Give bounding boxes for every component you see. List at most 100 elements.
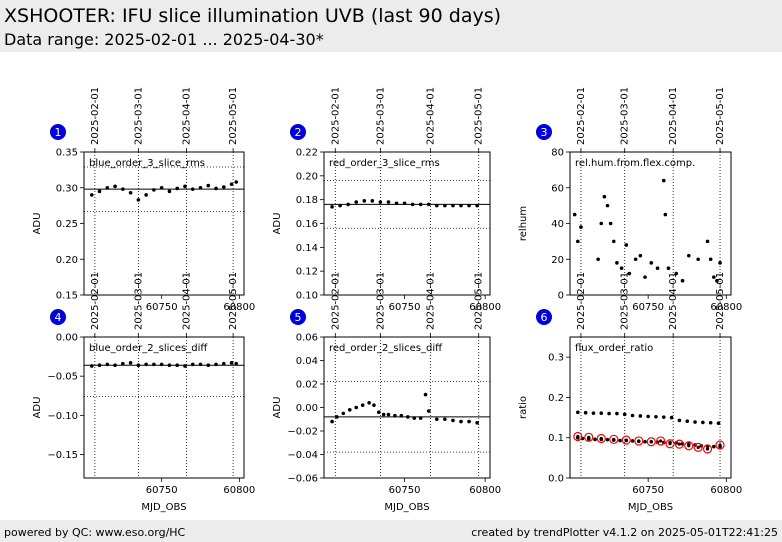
data-point bbox=[654, 414, 658, 419]
data-point bbox=[685, 419, 690, 423]
data-point bbox=[602, 194, 607, 199]
data-point bbox=[630, 413, 635, 418]
outlier-point-core bbox=[637, 439, 641, 443]
y-axis-label: ADU bbox=[272, 397, 283, 419]
date-tick-label: 2025-04-01 bbox=[182, 272, 193, 330]
x-tick-label: 60800 bbox=[469, 485, 501, 496]
data-point bbox=[338, 203, 342, 208]
page-subtitle: Data range: 2025-02-01 ... 2025-04-30* bbox=[4, 30, 324, 49]
y-tick-label: 0.22 bbox=[296, 148, 318, 159]
date-tick-label: 2025-05-01 bbox=[715, 87, 726, 145]
data-point bbox=[605, 437, 610, 442]
outlier-point bbox=[596, 433, 606, 444]
data-point bbox=[167, 189, 172, 194]
outlier-point-core bbox=[668, 442, 672, 446]
data-point bbox=[159, 185, 164, 190]
footer-bar: powered by QC: www.eso.org/HC created by… bbox=[0, 520, 782, 542]
data-point bbox=[712, 444, 716, 449]
data-point bbox=[234, 180, 239, 184]
data-point bbox=[386, 412, 391, 417]
data-point bbox=[410, 202, 415, 207]
panel-2: 2 2025-02-01 2025-03-01 2025-04-01 2025-05-0… bbox=[272, 87, 501, 313]
data-point bbox=[607, 411, 611, 416]
data-point bbox=[354, 405, 359, 410]
data-point bbox=[638, 253, 643, 258]
y-tick-label: −0.05 bbox=[47, 372, 78, 383]
data-point bbox=[214, 186, 218, 191]
data-point bbox=[190, 362, 195, 367]
outlier-point-core bbox=[624, 438, 628, 442]
data-point bbox=[234, 361, 239, 366]
x-tick-label: 60750 bbox=[389, 302, 421, 313]
y-tick-label: 0.04 bbox=[296, 356, 318, 367]
panel-5: 5 2025-02-01 2025-03-01 2025-04-01 2025-05-0… bbox=[272, 272, 501, 513]
panel-number-marker bbox=[536, 124, 552, 140]
data-point bbox=[418, 416, 423, 420]
x-axis-label: MJD_OBS bbox=[384, 502, 429, 513]
data-point bbox=[618, 438, 622, 443]
outlier-point bbox=[584, 432, 594, 442]
x-tick-label: 60800 bbox=[223, 485, 255, 496]
data-point bbox=[435, 203, 439, 208]
y-tick-label: 0.18 bbox=[296, 195, 318, 206]
outlier-point-core bbox=[587, 435, 591, 439]
panel-label: red_order_3_slice_rms bbox=[329, 158, 440, 169]
data-point bbox=[661, 178, 666, 183]
data-point bbox=[330, 419, 334, 424]
outlier-point bbox=[609, 434, 619, 444]
outlier-point-core bbox=[718, 443, 722, 447]
data-point bbox=[605, 203, 610, 208]
data-point bbox=[599, 411, 604, 415]
date-tick-label: 2025-02-01 bbox=[330, 87, 341, 145]
date-tick-label: 2025-04-01 bbox=[182, 87, 193, 145]
plot-frame bbox=[323, 336, 491, 479]
x-tick-label: 60750 bbox=[632, 485, 664, 496]
data-point bbox=[583, 410, 588, 415]
data-point bbox=[402, 201, 407, 206]
data-point bbox=[459, 419, 463, 424]
data-point bbox=[121, 361, 125, 366]
data-point bbox=[619, 266, 624, 270]
y-tick-label: 0.00 bbox=[296, 403, 318, 414]
data-point bbox=[152, 188, 156, 192]
outlier-point bbox=[674, 439, 685, 449]
panel-1: 1 2025-02-01 2025-03-01 2025-04-01 2025-05-0… bbox=[32, 87, 255, 313]
data-point bbox=[198, 185, 203, 190]
data-point bbox=[206, 363, 211, 368]
data-point bbox=[715, 278, 719, 283]
data-point bbox=[638, 414, 643, 418]
data-point bbox=[152, 362, 156, 367]
header-bar bbox=[0, 0, 782, 52]
panel-number-marker bbox=[50, 124, 66, 140]
outlier-point bbox=[646, 437, 656, 447]
outlier-point-core bbox=[696, 445, 700, 449]
footer-credit[interactable]: powered by QC: www.eso.org/HC bbox=[4, 526, 186, 539]
panel-number: 3 bbox=[541, 126, 548, 139]
date-tick-label: 2025-02-01 bbox=[576, 87, 587, 145]
data-point bbox=[608, 221, 613, 226]
data-point bbox=[378, 200, 383, 204]
y-tick-label: 0.0 bbox=[548, 474, 564, 485]
data-point bbox=[190, 187, 195, 191]
date-tick-label: 2025-02-01 bbox=[90, 272, 101, 330]
x-tick-label: 60800 bbox=[469, 302, 501, 313]
data-point bbox=[229, 182, 234, 186]
date-tick-label: 2025-04-01 bbox=[425, 272, 436, 330]
data-point bbox=[105, 362, 110, 367]
data-point bbox=[175, 363, 180, 368]
panel-number: 6 bbox=[541, 311, 548, 324]
x-tick-label: 60750 bbox=[146, 302, 178, 313]
data-point bbox=[229, 361, 234, 365]
y-tick-label: 0.06 bbox=[296, 333, 318, 344]
y-tick-label: −0.10 bbox=[47, 411, 78, 422]
panel-label: flux_order_ratio bbox=[575, 343, 653, 354]
panel-number-marker bbox=[536, 309, 552, 325]
outlier-point-core bbox=[687, 444, 691, 448]
panel-number-marker bbox=[290, 124, 306, 140]
date-tick-label: 2025-05-01 bbox=[474, 87, 485, 145]
data-point bbox=[206, 183, 211, 188]
data-point bbox=[367, 401, 371, 405]
data-point bbox=[443, 417, 447, 422]
data-point bbox=[467, 203, 471, 208]
panel-label: red_order_2_slices_diff bbox=[329, 343, 443, 354]
